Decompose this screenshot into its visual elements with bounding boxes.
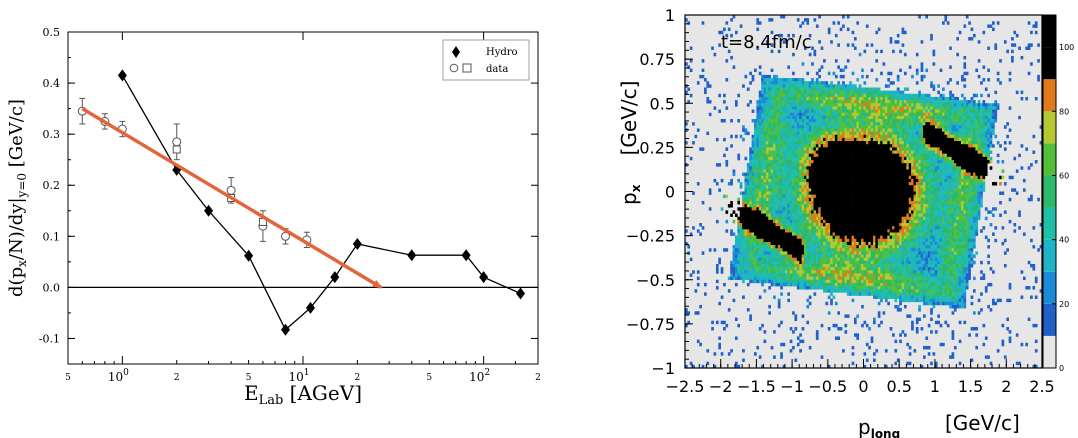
right-xtick-label: 0.5 (886, 377, 911, 396)
legend-hydro-label: Hydro (486, 47, 518, 58)
colorbar-frame (1042, 14, 1057, 369)
colorbar-tick-label: 40 (1059, 236, 1069, 245)
right-xtick-label: 2.5 (1029, 377, 1054, 396)
right-xlabel-unit: [GeV/c] (945, 411, 1020, 435)
colorbar-band (1043, 15, 1056, 48)
left-xtick-minor-label: 2 (174, 373, 180, 383)
colorbar: 0 20 40 60 80 100 (1042, 14, 1074, 373)
colorbar-band (1043, 335, 1056, 368)
right-ylabel-unit: [GeV/c] (617, 81, 641, 156)
hydro-point (204, 204, 214, 217)
right-ytick-label: 0.75 (639, 50, 675, 69)
momentum-heatmap-chart: −1 −0.75 −0.5 −0.25 0 0.25 0.5 0.75 1 −2.5 −2 −1.5… (617, 6, 1074, 438)
right-ytick-label: −0.25 (626, 227, 675, 246)
right-xtick-label: −1.5 (737, 377, 776, 396)
hydro-point (244, 249, 254, 262)
left-ytick-label: 0.5 (43, 26, 61, 39)
data-circle-point (226, 185, 236, 195)
left-plot-frame (67, 31, 539, 365)
legend-square-icon (462, 63, 472, 73)
left-xtick-label: 101 (288, 368, 309, 384)
right-xtick-label: 1.5 (958, 377, 983, 396)
time-annotation: t=8.4fm/c (721, 32, 812, 53)
legend-diamond-icon (452, 46, 460, 58)
colorbar-band (1043, 207, 1056, 240)
colorbar-band (1043, 79, 1056, 112)
colorbar-band (1043, 111, 1056, 144)
hydro-point (352, 237, 362, 250)
hydro-series-line (121, 75, 521, 331)
hydro-point (305, 301, 315, 314)
flow-vs-energy-chart: -0.1 0.0 0.1 0.2 0.3 0.4 0.5 100 101 102 5 2 5 2 5 2 H… (6, 26, 541, 408)
hydro-point (407, 249, 417, 262)
hydro-point (280, 323, 290, 336)
colorbar-tick-label: 20 (1059, 300, 1069, 309)
left-xtick-minor-label: 5 (246, 373, 252, 383)
left-xtick-minor-label: 5 (65, 373, 71, 383)
left-ytick-label: 0.3 (43, 128, 61, 141)
left-ytick-label: 0.4 (43, 77, 61, 90)
trend-arrow (81, 107, 383, 289)
right-ytick-label: −1 (651, 359, 675, 378)
colorbar-band (1043, 175, 1056, 208)
left-ytick-label: 0.0 (43, 281, 61, 294)
right-xtick-label: −2 (709, 377, 733, 396)
hydro-point (461, 249, 471, 262)
colorbar-tick-label: 100 (1059, 43, 1074, 52)
hydro-point (117, 69, 127, 82)
hydro-point (515, 287, 525, 300)
colorbar-band (1043, 303, 1056, 336)
right-ytick-label: 1 (665, 6, 675, 25)
colorbar-band (1043, 271, 1056, 304)
heatmap-cells (685, 15, 1043, 369)
colorbar-tick-label: 0 (1059, 364, 1064, 373)
right-xtick-label: −0.5 (808, 377, 847, 396)
data-circle-point (172, 137, 182, 147)
right-xtick-label: −1 (780, 377, 804, 396)
left-ytick-label: 0.2 (43, 179, 61, 192)
colorbar-band (1043, 239, 1056, 272)
legend-circle-icon (449, 63, 459, 73)
right-ytick-label: 0 (665, 183, 675, 202)
right-y-axis-label: px [GeV/c] (617, 81, 643, 205)
data-circle-point (280, 231, 290, 241)
right-ylabel-symbol: px (617, 184, 643, 205)
left-xtick-minor-label: 2 (535, 373, 541, 383)
colorbar-tick-label: 80 (1059, 107, 1069, 116)
right-ytick-label: −0.5 (636, 271, 675, 290)
right-xtick-label: 1 (930, 377, 940, 396)
right-ytick-label: 0.25 (639, 138, 675, 157)
right-x-axis-label: plong [GeV/c] (858, 411, 1020, 438)
right-xtick-label: −2.5 (666, 377, 705, 396)
colorbar-tick-label: 60 (1059, 171, 1069, 180)
left-xtick-label: 102 (469, 368, 490, 384)
left-xtick-minor-label: 2 (355, 373, 361, 383)
legend-data-label: data (486, 64, 508, 75)
left-x-axis-label: ELab [AGeV] (244, 381, 362, 408)
left-xtick-label: 100 (108, 368, 129, 384)
left-ytick-label: -0.1 (39, 332, 60, 345)
right-xtick-label: 2 (1001, 377, 1011, 396)
right-xlabel-symbol: plong (858, 415, 900, 438)
hydro-point (479, 271, 489, 284)
right-ytick-label: −0.75 (626, 315, 675, 334)
data-square-point (172, 145, 181, 154)
colorbar-band (1043, 47, 1056, 80)
left-ytick-label: 0.1 (43, 230, 61, 243)
hydro-point (330, 271, 340, 284)
left-legend: Hydro data (442, 39, 530, 81)
legend-box (442, 39, 530, 81)
left-xtick-minor-label: 5 (426, 373, 432, 383)
left-y-axis-label: d(px/N)/dy|y=0 [GeV/c] (6, 99, 29, 297)
right-ytick-label: 0.5 (650, 94, 675, 113)
colorbar-band (1043, 143, 1056, 176)
right-xtick-label: 0 (858, 377, 868, 396)
